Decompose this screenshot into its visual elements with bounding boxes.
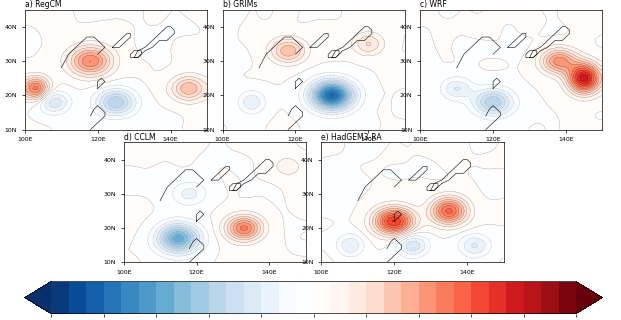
Text: e) HadGEM3-RA: e) HadGEM3-RA — [322, 132, 382, 142]
Text: c) WRF: c) WRF — [420, 0, 447, 9]
Text: b) GRIMs: b) GRIMs — [222, 0, 257, 9]
PathPatch shape — [576, 282, 602, 314]
Text: a) RegCM: a) RegCM — [25, 0, 61, 9]
PathPatch shape — [25, 282, 51, 314]
Text: d) CCLM: d) CCLM — [124, 132, 155, 142]
